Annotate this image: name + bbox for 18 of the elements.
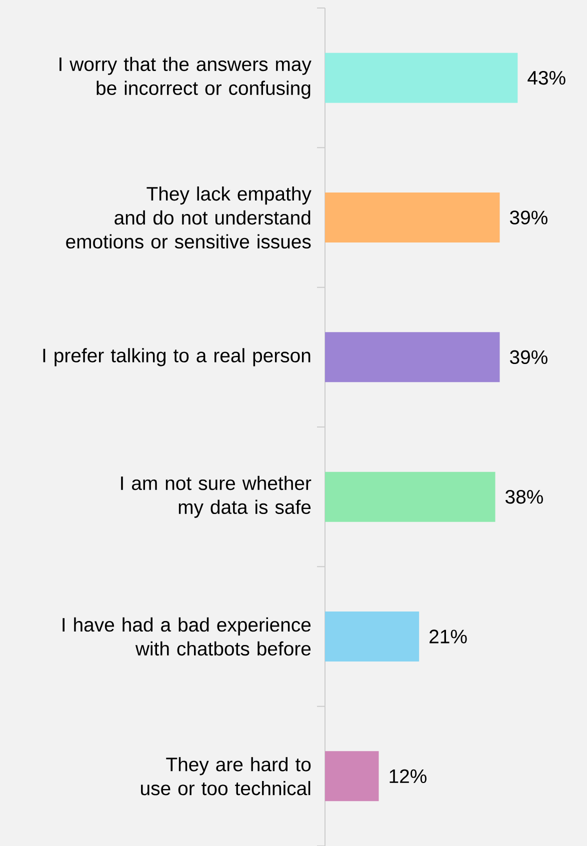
bar: [325, 751, 379, 802]
y-tick-label: They lack empathy and do not understand emotions or sensitive issues: [66, 186, 312, 249]
bar: [325, 472, 496, 522]
data-label: 39%: [510, 350, 548, 364]
data-label: 43%: [528, 70, 566, 85]
data-label: 12%: [390, 769, 426, 784]
data-label: 38%: [506, 490, 543, 504]
y-tick-label: They are hard to use or too technical: [141, 757, 311, 796]
data-label: 39%: [510, 210, 548, 224]
bar: [325, 612, 420, 662]
y-tick-label: I worry that the answers may be incorrect or confusing: [60, 56, 312, 99]
y-tick-label: I have had a bad experience with chatbots before: [62, 617, 311, 656]
bar: [325, 332, 500, 382]
bar: [325, 52, 518, 103]
y-tick-label: I am not sure whether my data is safe: [121, 476, 312, 518]
y-tick-label: I prefer talking to a real person: [43, 348, 310, 366]
bar: [325, 192, 500, 243]
data-label: 21%: [430, 630, 467, 644]
